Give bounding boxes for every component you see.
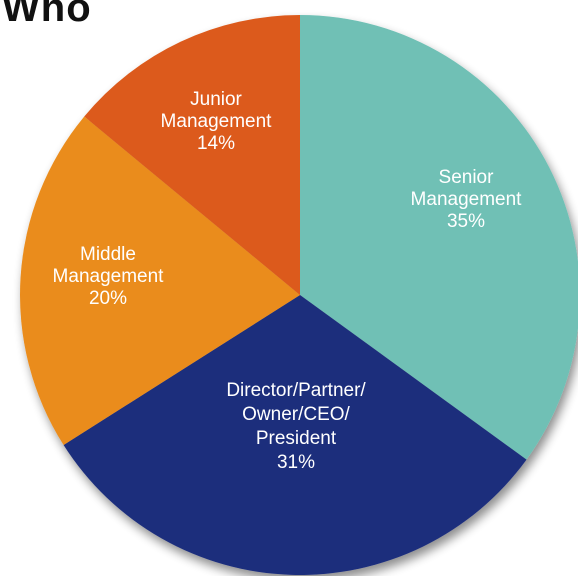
slice-label-director-partner-owner-ceo-president: Director/Partner/Owner/CEO/President 31% xyxy=(226,380,366,473)
slice-label-middle-management: Middle Management 20% xyxy=(53,244,165,309)
slice-label-junior-management: Junior Management 14% xyxy=(161,89,273,154)
pie-slice-director-partner-owner-ceo-president xyxy=(63,295,527,575)
pie-slice-middle-management xyxy=(20,116,300,446)
pie-slice-senior-management xyxy=(300,15,578,460)
slice-label-senior-management: Senior Management 35% xyxy=(411,167,523,232)
chart-title: Who xyxy=(2,0,92,30)
pie-slice-junior-management xyxy=(84,15,300,295)
